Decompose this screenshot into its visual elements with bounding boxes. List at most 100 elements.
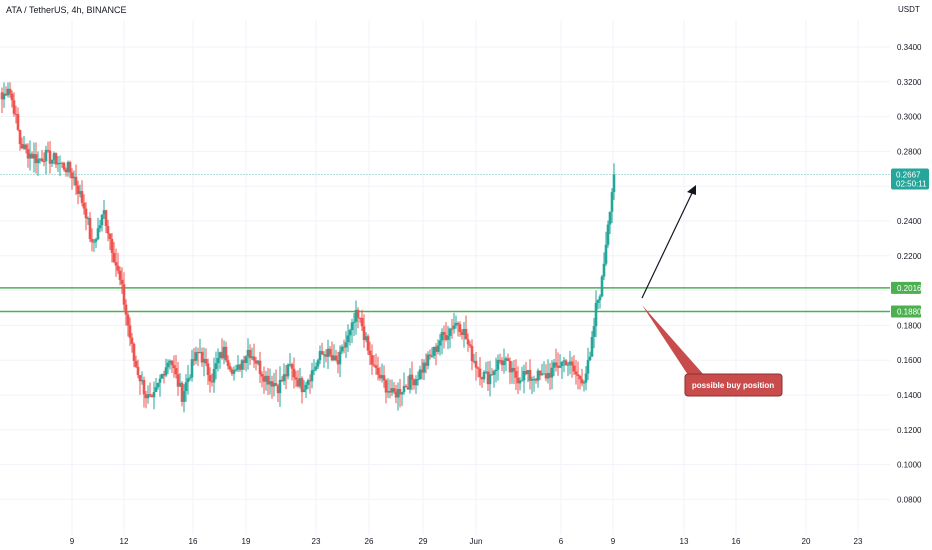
candle-body [2,93,6,100]
candle-body [346,335,350,343]
candle-body [216,357,220,364]
candle-body [22,144,26,149]
candle-body [192,359,196,361]
candle-body [330,355,334,361]
candle-body [524,371,528,375]
candle-body [528,369,532,381]
candle-body [546,372,550,379]
candle-body [334,355,338,361]
x-tick-label: 29 [419,537,428,546]
last-price-countdown: 02:50:11 [896,180,927,189]
candle-body [448,328,452,336]
candle-body [36,159,40,164]
candle-body [564,360,568,366]
candle-body [112,252,116,263]
candle-body [600,276,604,297]
candle-body [90,239,94,242]
candle-body [314,366,318,370]
candle-body [248,349,252,359]
candle-body [582,382,586,384]
candle-body [220,352,224,359]
candle-body [198,351,202,354]
support-levels [0,287,890,313]
candle-body [458,324,462,332]
candle-body [52,153,56,160]
candle-body [168,360,172,363]
candle-body [118,270,122,280]
candle-body [494,369,498,372]
candle-body [510,367,514,373]
candle-body [164,367,168,376]
candle-body [336,360,340,365]
candle-body [316,360,320,367]
candle-body [124,304,128,315]
candle-body [348,330,352,336]
candle-body [264,375,268,382]
candle-body [182,391,186,402]
candle-body [34,154,38,164]
candle-body [488,374,492,385]
candle-body [602,263,606,277]
candle-body [454,322,458,326]
candle-body [96,228,100,240]
candle-body [46,149,50,151]
candle-body [424,362,428,366]
candle-body [380,375,384,379]
candle-body [172,365,176,369]
candle-body [414,379,418,386]
candle-body [542,373,546,375]
candle-body [100,214,104,226]
axis-unit: USDT [898,5,920,14]
candle-body [270,381,274,387]
candle-body [478,368,482,378]
candle-body [440,332,444,341]
candle-body [280,379,284,382]
candle-body [382,375,386,381]
candle-body [54,153,58,165]
candle-body [16,114,20,130]
candle-body [238,364,242,370]
candle-body [578,376,582,380]
candle-body [568,361,572,365]
candle-body [370,355,374,365]
candle-body [352,321,356,323]
y-axis-ticks: 0.34000.32000.30000.28000.26000.24000.22… [897,43,922,504]
y-tick-label: 0.2800 [897,147,922,156]
candle-body [82,202,86,209]
y-tick-label: 0.1200 [897,426,922,435]
y-tick-label: 0.3200 [897,78,922,87]
candle-body [532,378,536,380]
candle-body [566,364,570,366]
level-badge [891,305,921,318]
candle-body [210,381,214,383]
candle-body [56,162,60,165]
candle-body [594,302,598,327]
candle-body [508,360,512,373]
candle-body [276,385,280,394]
candle-body [250,356,254,359]
candle-body [212,368,216,383]
candle-body [158,378,162,383]
candle-body [558,365,562,368]
candle-body [492,371,496,375]
candle-body [586,360,590,374]
candle-body [48,150,52,164]
candle-body [490,374,494,376]
candle-body [536,370,540,381]
candle-body [234,369,238,371]
candle-body [62,162,66,170]
candle-body [376,367,380,375]
candle-body [422,362,426,373]
candle-body [282,374,286,382]
candle-body [290,364,294,369]
candle-body [152,391,156,398]
candle-body [80,191,84,203]
candle-body [160,373,164,379]
candle-body [520,380,524,382]
candle-body [404,385,408,388]
candle-body [78,191,82,194]
level-badges: 0.2016 0.1880 [891,281,922,318]
candle-body [178,382,182,387]
candle-body [516,377,520,384]
